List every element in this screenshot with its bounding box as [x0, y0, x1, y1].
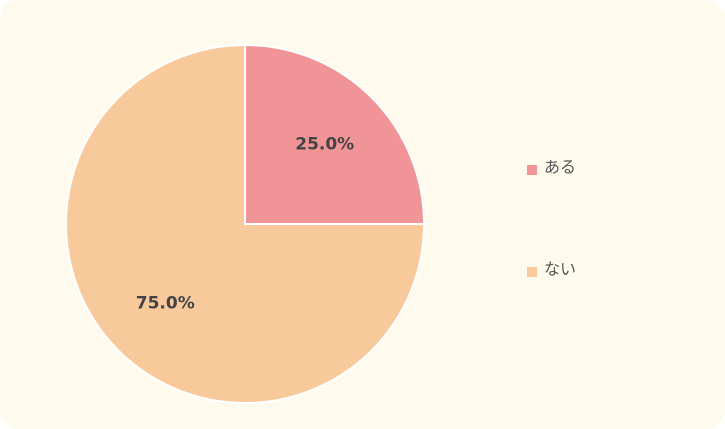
legend-label: ない [544, 260, 576, 279]
pie-slice [244, 43, 426, 225]
pie-slice [65, 43, 426, 404]
legend-swatch [527, 267, 537, 277]
slice-label: 75.0% [136, 294, 195, 314]
legend-label: ある [544, 158, 576, 177]
slice-label: 25.0% [295, 134, 354, 154]
legend-swatch [527, 165, 537, 175]
